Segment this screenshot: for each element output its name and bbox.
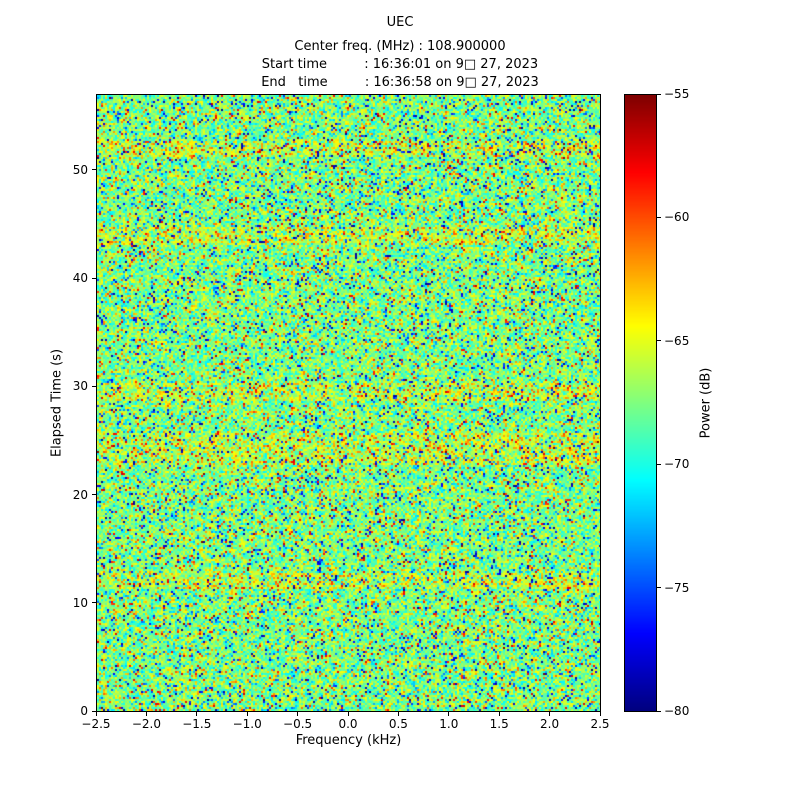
- colorbar-tick-label: −65: [664, 333, 690, 348]
- colorbar-tick-label: −70: [664, 457, 690, 472]
- x-tick-label: 2.0: [540, 717, 560, 731]
- y-tick-mark: [92, 277, 96, 279]
- x-axis-label: Frequency (kHz): [295, 733, 402, 748]
- colorbar-tick-mark: [657, 587, 661, 589]
- x-tick-label: 0.0: [338, 717, 358, 731]
- x-tick-mark: [95, 712, 97, 716]
- x-tick-label: −0.5: [283, 717, 313, 731]
- y-tick-label: 10: [72, 595, 88, 610]
- x-tick-mark: [145, 712, 147, 716]
- colorbar-tick-mark: [657, 710, 661, 712]
- x-tick-mark: [448, 712, 450, 716]
- y-tick-label: 30: [72, 379, 88, 394]
- x-tick-label: 1.5: [489, 717, 509, 731]
- x-tick-mark: [347, 712, 349, 716]
- x-tick-mark: [498, 712, 500, 716]
- x-tick-mark: [297, 712, 299, 716]
- y-tick-mark: [92, 385, 96, 387]
- y-tick-mark: [92, 169, 96, 171]
- x-tick-label: −2.0: [131, 717, 161, 731]
- colorbar-label: Power (dB): [698, 367, 714, 439]
- x-tick-label: 2.5: [590, 717, 610, 731]
- x-tick-mark: [599, 712, 601, 716]
- y-tick-mark: [92, 602, 96, 604]
- chart-title: UEC: [386, 15, 414, 30]
- y-tick-label: 20: [72, 487, 88, 502]
- y-tick-mark: [92, 710, 96, 712]
- x-tick-label: 0.5: [388, 717, 408, 731]
- x-tick-mark: [397, 712, 399, 716]
- colorbar-tick-mark: [657, 93, 661, 95]
- colorbar-tick-label: −75: [664, 580, 690, 595]
- colorbar-tick-mark: [657, 216, 661, 218]
- x-tick-label: −1.0: [232, 717, 262, 731]
- y-tick-label: 0: [80, 704, 88, 718]
- subtitle-start-time: Start time : 16:36:01 on 9□ 27, 2023: [261, 57, 539, 72]
- plot-area: [96, 94, 601, 712]
- colorbar-tick-mark: [657, 340, 661, 342]
- y-axis-label: Elapsed Time (s): [49, 348, 65, 458]
- x-tick-mark: [196, 712, 198, 716]
- colorbar-gradient: [625, 95, 656, 711]
- x-tick-label: −1.5: [182, 717, 212, 731]
- colorbar-tick-label: −60: [664, 210, 690, 225]
- x-tick-mark: [549, 712, 551, 716]
- colorbar: [624, 94, 657, 712]
- y-tick-mark: [92, 494, 96, 495]
- colorbar-tick-label: −55: [664, 87, 690, 101]
- subtitle-end-time: End time : 16:36:58 on 9□ 27, 2023: [261, 75, 539, 90]
- colorbar-tick-mark: [657, 463, 661, 465]
- x-tick-label: −2.5: [81, 717, 111, 731]
- y-tick-label: 40: [72, 271, 88, 286]
- subtitle-center-freq: Center freq. (MHz) : 108.900000: [294, 39, 506, 54]
- colorbar-tick-label: −80: [664, 704, 690, 718]
- x-tick-mark: [246, 712, 248, 716]
- x-tick-label: 1.0: [439, 717, 459, 731]
- y-tick-label: 50: [72, 162, 88, 177]
- spectrogram-heatmap: [97, 95, 600, 711]
